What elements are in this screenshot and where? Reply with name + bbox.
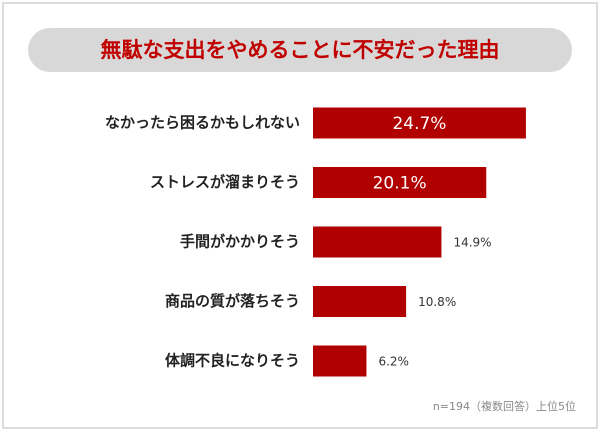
bar: [313, 286, 407, 317]
category-label: 体調不良になりそう: [165, 352, 300, 370]
category-label: ストレスが溜まりそう: [150, 173, 300, 191]
value-label: 6.2%: [378, 355, 409, 369]
bar: [313, 226, 442, 258]
title-pill: [28, 28, 572, 72]
value-label: 14.9%: [453, 236, 491, 250]
category-label: 商品の質が落ちそう: [165, 292, 300, 310]
value-label: 24.7%: [392, 114, 446, 134]
bar: [313, 345, 367, 377]
chart-title: 無駄な支出をやめることに不安だった理由: [101, 38, 500, 62]
bar: [313, 167, 487, 198]
note: n=194（複数回答）上位5位: [433, 399, 576, 413]
category-label: なかったら困るかもしれない: [105, 114, 300, 132]
value-label: 10.8%: [418, 295, 456, 309]
value-label: 20.1%: [373, 174, 427, 194]
bar: [313, 107, 526, 139]
category-label: 手間がかかりそう: [180, 233, 300, 251]
